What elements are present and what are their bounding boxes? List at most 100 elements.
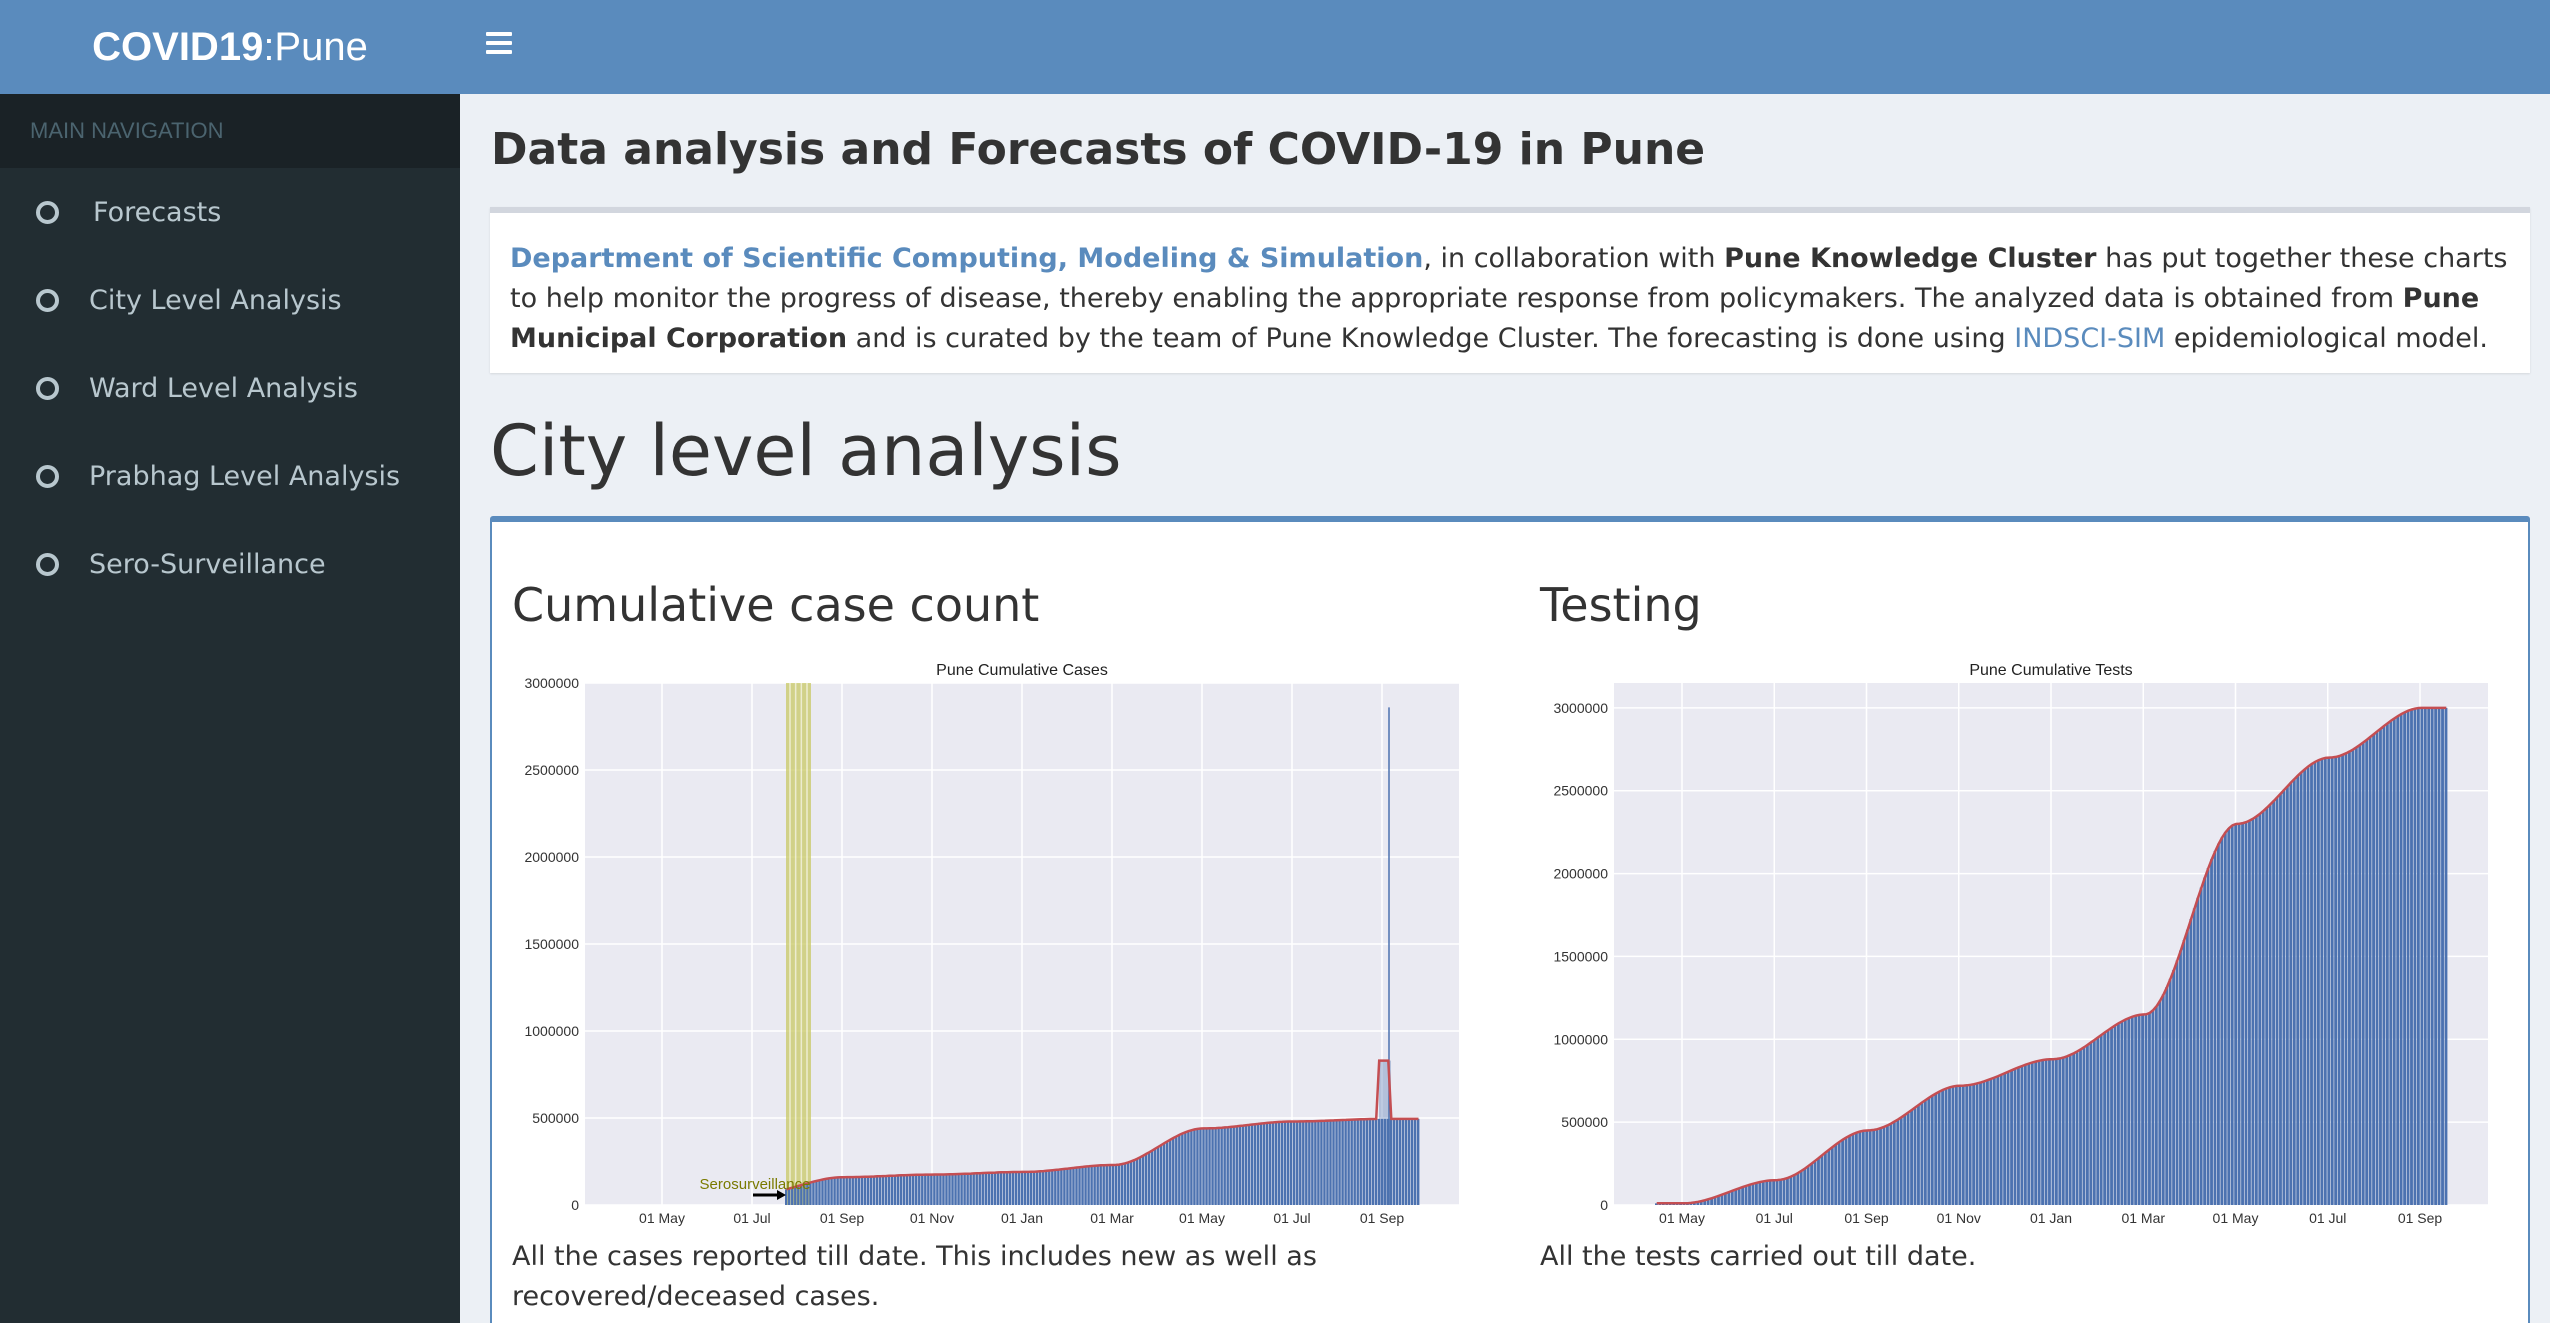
data-bar [1823, 1152, 1827, 1205]
data-bar [1861, 1130, 1865, 1205]
data-bar [1244, 1125, 1248, 1205]
data-bar [2399, 714, 2403, 1205]
data-bar [1120, 1164, 1124, 1205]
circle-icon [36, 552, 59, 576]
annotation-arrowhead [777, 1190, 786, 1200]
data-bar [1996, 1076, 2000, 1205]
data-bar [815, 1180, 818, 1205]
sidebar-item-forecasts[interactable]: Forecasts [0, 168, 460, 256]
data-bar [915, 1174, 918, 1205]
data-bar [1951, 1086, 1955, 1205]
data-bar [821, 1179, 824, 1205]
sidebar-item-prabhag-level-analysis[interactable]: Prabhag Level Analysis [0, 432, 460, 520]
data-bar [960, 1173, 963, 1205]
y-tick-label: 500000 [1561, 1114, 1608, 1130]
data-bar [2220, 837, 2224, 1205]
data-bar [1837, 1141, 1841, 1205]
cases-chart: Pune Cumulative Cases 0 500000 1000000 15000… [524, 662, 1459, 1226]
data-bar [2096, 1037, 2100, 1205]
data-bar [2382, 725, 2386, 1205]
data-bar [1803, 1168, 1807, 1205]
data-bar [1241, 1125, 1245, 1205]
data-bar [1968, 1084, 1972, 1205]
data-bar [2054, 1058, 2058, 1205]
data-bar [1150, 1150, 1154, 1205]
data-bar [1008, 1172, 1012, 1205]
data-bar [2061, 1057, 2065, 1205]
department-link[interactable]: Department of Scientific Computing, Mode… [510, 243, 1424, 274]
x-tick-label: 01 Mar [2121, 1210, 2165, 1226]
data-bar [2037, 1060, 2041, 1205]
data-bar [2275, 797, 2279, 1205]
data-bar [2161, 994, 2165, 1205]
data-bar [2182, 940, 2186, 1205]
data-bar [948, 1174, 951, 1205]
data-bar [1035, 1171, 1039, 1205]
data-bar [1961, 1085, 1965, 1205]
data-bar [1141, 1155, 1145, 1205]
data-bar [2241, 823, 2244, 1205]
data-bar [1181, 1133, 1184, 1205]
data-bar [2379, 728, 2382, 1205]
data-bar [1283, 1121, 1287, 1205]
data-bar [1299, 1121, 1302, 1205]
y-tick-label: 1500000 [1553, 948, 1608, 964]
data-bar [1084, 1166, 1087, 1205]
app-logo[interactable]: COVID19:Pune [0, 0, 460, 94]
data-bar [2206, 868, 2210, 1205]
data-bar [2127, 1017, 2131, 1205]
data-bar [2354, 747, 2358, 1205]
data-bar [2079, 1049, 2082, 1205]
data-bar [1323, 1120, 1326, 1205]
data-bar [884, 1175, 888, 1205]
data-bar [1353, 1119, 1356, 1205]
data-bar [2168, 978, 2172, 1205]
data-bar [1144, 1153, 1148, 1205]
sidebar-item-sero-surveillance[interactable]: Sero-Surveillance [0, 520, 460, 608]
data-bar [1368, 1119, 1372, 1205]
data-bar [1727, 1192, 1731, 1205]
data-bar [1892, 1121, 1896, 1205]
data-bar [1057, 1169, 1060, 1205]
indsci-sim-link[interactable]: INDSCI-SIM [2014, 323, 2166, 354]
sidebar-item-ward-level-analysis[interactable]: Ward Level Analysis [0, 344, 460, 432]
sidebar-item-city-level-analysis[interactable]: City Level Analysis [0, 256, 460, 344]
data-bar [1982, 1081, 1986, 1205]
data-bar [2292, 778, 2296, 1205]
data-bar [996, 1172, 1000, 1205]
data-bar [809, 1182, 812, 1205]
sidebar: COVID19:Pune MAIN NAVIGATION Forecasts C… [0, 0, 460, 1323]
data-bar [1350, 1119, 1353, 1205]
data-bar [2030, 1062, 2034, 1205]
data-bar [2113, 1025, 2117, 1205]
data-bar [1078, 1167, 1081, 1205]
data-bar [2368, 736, 2372, 1205]
data-bar [812, 1181, 815, 1205]
data-bar [2144, 1014, 2148, 1205]
data-bar [833, 1177, 836, 1205]
data-bar [2337, 755, 2341, 1205]
data-bar [1875, 1129, 1879, 1205]
data-bar [1383, 1118, 1387, 1205]
data-bar [993, 1172, 997, 1205]
hamburger-menu-icon[interactable] [486, 32, 512, 56]
data-bar [1910, 1109, 1913, 1205]
data-bar [887, 1175, 891, 1205]
data-bar [1799, 1170, 1803, 1205]
data-bar [1975, 1083, 1979, 1205]
data-bar [1386, 1118, 1390, 1205]
data-bar [1703, 1200, 1707, 1205]
data-bar [1202, 1128, 1205, 1205]
data-bar [2423, 707, 2427, 1205]
data-bar [890, 1175, 894, 1205]
data-bar [1655, 1203, 1658, 1205]
data-bar [1401, 1118, 1405, 1205]
annotation-label: Serosurveillance [700, 1176, 811, 1193]
data-bar [954, 1174, 957, 1205]
data-bar [854, 1177, 857, 1205]
y-tick-label: 500000 [532, 1110, 579, 1126]
data-bar [1205, 1128, 1208, 1205]
sidebar-item-label: Ward Level Analysis [89, 372, 358, 404]
y-tick-label: 1000000 [1553, 1031, 1608, 1047]
data-bar [2020, 1065, 2024, 1205]
